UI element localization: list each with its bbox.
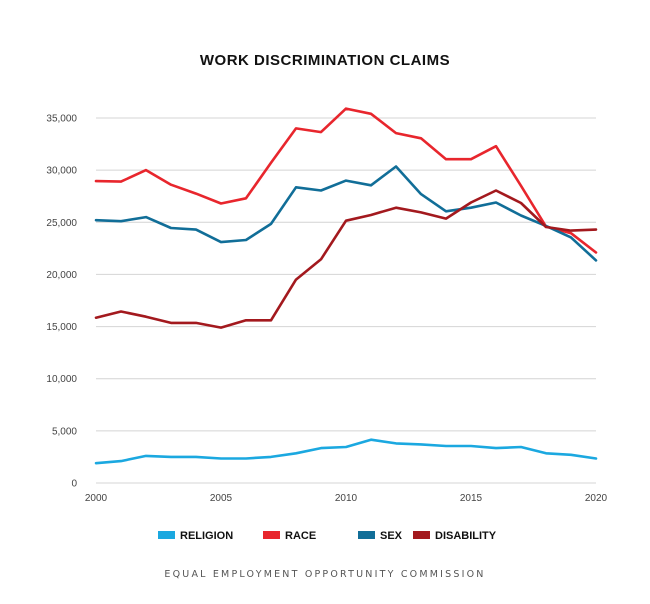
x-axis-tick-labels: 2000 2005 2010 2015 2020 (85, 493, 608, 504)
y-tick-label: 30,000 (46, 166, 77, 177)
y-tick-label: 15,000 (46, 322, 77, 333)
y-tick-label: 20,000 (46, 270, 77, 281)
legend-label-religion: RELIGION (180, 530, 233, 542)
series-line-religion (94, 438, 598, 465)
chart-title: WORK DISCRIMINATION CLAIMS (199, 52, 451, 69)
legend: RELIGION RACE SEX DISABILITY (158, 530, 497, 542)
y-tick-label: 5,000 (52, 426, 77, 437)
legend-swatch-sex (358, 531, 375, 539)
x-tick-label: 2010 (335, 493, 358, 504)
x-tick-label: 2020 (585, 493, 608, 504)
legend-label-sex: SEX (380, 530, 403, 542)
y-axis-tick-labels: 0 5,000 10,000 15,000 20,000 25,000 30,000 35,0… (46, 114, 77, 490)
gridlines (96, 117, 596, 484)
y-tick-label: 0 (71, 479, 77, 490)
y-tick-label: 35,000 (46, 114, 77, 125)
legend-swatch-religion (158, 531, 175, 539)
series-lines (94, 107, 598, 465)
y-tick-label: 10,000 (46, 374, 77, 385)
series-line-disability (94, 189, 598, 329)
legend-label-disability: DISABILITY (435, 530, 497, 542)
series-line-sex (94, 165, 598, 262)
legend-label-race: RACE (285, 530, 316, 542)
x-tick-label: 2015 (460, 493, 483, 504)
legend-swatch-disability (413, 531, 430, 539)
x-tick-label: 2000 (85, 493, 108, 504)
y-tick-label: 25,000 (46, 218, 77, 229)
x-tick-label: 2005 (210, 493, 233, 504)
legend-swatch-race (263, 531, 280, 539)
series-line-race (94, 107, 598, 254)
source-credit: EQUAL EMPLOYMENT OPPORTUNITY COMMISSION (164, 569, 486, 580)
